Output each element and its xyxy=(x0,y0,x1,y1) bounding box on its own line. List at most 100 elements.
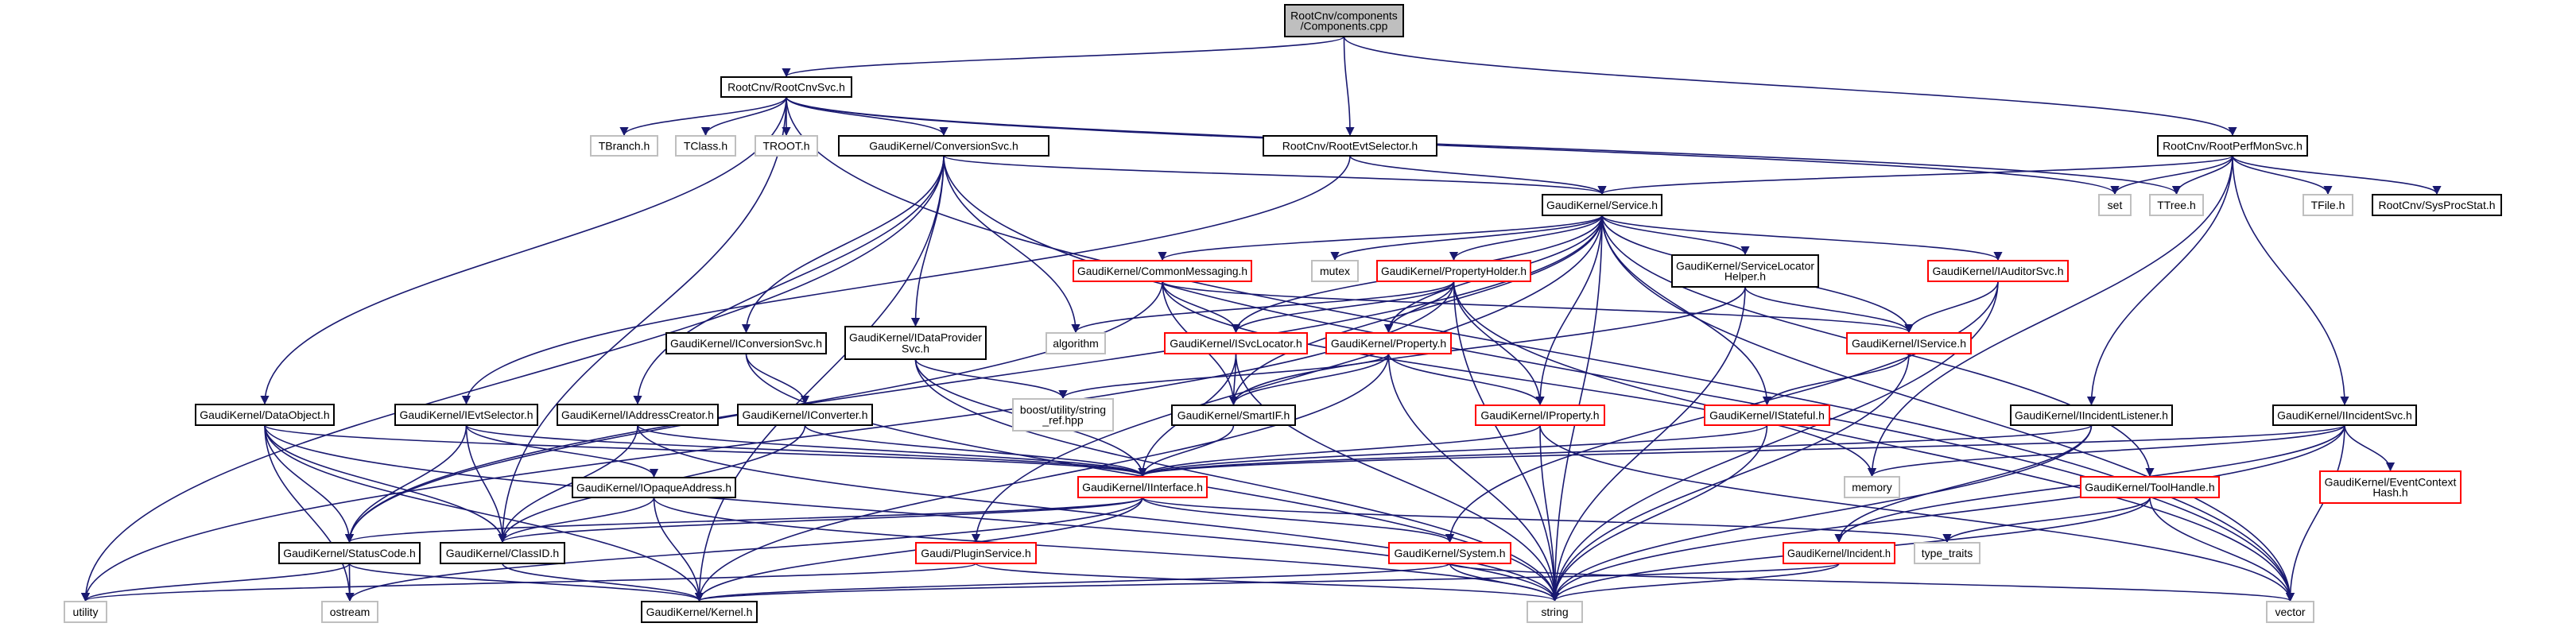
edge-iauditorsvc-to-iservice xyxy=(1904,281,1999,334)
node-algorithm[interactable]: algorithm xyxy=(1046,332,1106,354)
node-istateful[interactable]: GaudiKernel/IStateful.h xyxy=(1704,404,1830,426)
edge-iinterface-to-classid xyxy=(498,497,1143,544)
node-mutex[interactable]: mutex xyxy=(1311,260,1359,282)
node-ttree[interactable]: TTree.h xyxy=(2149,194,2204,216)
node-box xyxy=(572,477,736,498)
node-propholder[interactable]: GaudiKernel/PropertyHolder.h xyxy=(1376,260,1531,282)
node-plugin[interactable]: Gaudi/PluginService.h xyxy=(915,542,1037,564)
edge-rootcnvsvc-to-conversionsvc xyxy=(786,96,949,137)
node-ievtselector[interactable]: GaudiKernel/IEvtSelector.h xyxy=(394,404,538,426)
edge-iopaque-to-classid xyxy=(498,497,655,544)
node-iincidentsvc[interactable]: GaudiKernel/IIncidentSvc.h xyxy=(2272,404,2417,426)
edge-incident-to-kernel xyxy=(695,563,1840,602)
node-box xyxy=(2098,194,2132,216)
node-box xyxy=(641,601,758,623)
node-label: GaudiKernel/DataObject.h xyxy=(200,408,329,421)
node-label: Gaudi/PluginService.h xyxy=(921,547,1031,559)
node-string[interactable]: string xyxy=(1527,601,1583,623)
node-property[interactable]: GaudiKernel/Property.h xyxy=(1325,332,1452,354)
node-label: TBranch.h xyxy=(599,140,650,153)
node-box xyxy=(1671,254,1819,288)
node-tclass[interactable]: TClass.h xyxy=(675,135,736,157)
node-box xyxy=(665,332,827,354)
node-label: GaudiKernel/Incident.h xyxy=(1787,547,1891,559)
edge-dataobject-to-string xyxy=(264,424,1559,602)
node-set[interactable]: set xyxy=(2098,194,2132,216)
edge-iincidentlistener-to-string xyxy=(1550,424,2093,602)
node-vector[interactable]: vector xyxy=(2266,601,2314,623)
edge-iauditorsvc-to-string xyxy=(1550,281,1999,602)
node-memory[interactable]: memory xyxy=(1844,476,1900,498)
node-tfile[interactable]: TFile.h xyxy=(2302,194,2353,216)
node-tbranch[interactable]: TBranch.h xyxy=(590,135,658,157)
node-label: GaudiKernel/IOpaqueAddress.h xyxy=(576,482,731,494)
node-label: memory xyxy=(1852,481,1892,493)
edge-plugin-to-utility xyxy=(81,563,977,602)
edge-iincidentsvc-to-vector xyxy=(2285,424,2345,602)
node-iconverter[interactable]: GaudiKernel/IConverter.h xyxy=(737,404,873,426)
node-statuscode[interactable]: GaudiKernel/StatusCode.h xyxy=(278,542,421,564)
node-box xyxy=(844,326,987,360)
edge-propholder-to-property xyxy=(1383,281,1455,334)
node-rootcnvsvc[interactable]: RootCnv/RootCnvSvc.h xyxy=(720,76,852,98)
edge-rootperfmon-to-ttree xyxy=(2171,155,2233,195)
node-ostream[interactable]: ostream xyxy=(321,601,378,623)
nodes-layer: RootCnv/components/Components.cpp RootCnv… xyxy=(64,4,2502,623)
node-incident[interactable]: GaudiKernel/Incident.h xyxy=(1783,542,1895,564)
node-label: GaudiKernel/IProperty.h xyxy=(1480,409,1599,422)
edge-propholder-to-algorithm xyxy=(1071,281,1455,334)
node-utility[interactable]: utility xyxy=(64,601,107,623)
node-iincidentlistener[interactable]: GaudiKernel/IIncidentListener.h xyxy=(2010,404,2173,426)
node-box xyxy=(737,404,873,426)
node-rootevtsel[interactable]: RootCnv/RootEvtSelector.h xyxy=(1263,135,1437,157)
node-label: GaudiKernel/IEvtSelector.h xyxy=(399,408,533,421)
node-conversionsvc[interactable]: GaudiKernel/ConversionSvc.h xyxy=(838,135,1049,157)
node-label: algorithm xyxy=(1053,337,1099,350)
edge-iproperty-to-vector xyxy=(1539,424,2295,602)
node-label: RootCnv/SysProcStat.h xyxy=(2378,199,2495,211)
edge-ievtselector-to-statuscode xyxy=(344,424,467,544)
edge-iaddresscreator-to-iinterface xyxy=(637,424,1147,478)
node-system[interactable]: GaudiKernel/System.h xyxy=(1388,542,1511,564)
edge-system-to-string xyxy=(1449,563,1560,602)
node-box xyxy=(2080,476,2220,498)
edge-conversionsvc-to-iaddresscreator xyxy=(633,155,945,405)
edge-conversionsvc-to-service xyxy=(943,155,1607,195)
node-boost[interactable]: boost/utility/string_ref.hpp xyxy=(1012,398,1114,432)
node-root[interactable]: RootCnv/components/Components.cpp xyxy=(1284,4,1404,37)
edge-rootperfmon-to-tfile xyxy=(2232,155,2333,195)
node-box xyxy=(1073,260,1252,282)
edge-iincidentsvc-to-iinterface xyxy=(1138,424,2345,478)
node-commonmsg[interactable]: GaudiKernel/CommonMessaging.h xyxy=(1073,260,1252,282)
node-iaddresscreator[interactable]: GaudiKernel/IAddressCreator.h xyxy=(557,404,719,426)
node-smartif[interactable]: GaudiKernel/SmartIF.h xyxy=(1171,404,1296,426)
node-classid[interactable]: GaudiKernel/ClassID.h xyxy=(440,542,565,564)
node-troot[interactable]: TROOT.h xyxy=(755,135,818,157)
node-sysprocstat[interactable]: RootCnv/SysProcStat.h xyxy=(2372,194,2502,216)
edge-root-to-rootperfmon xyxy=(1343,36,2237,137)
edge-ievtselector-to-classid xyxy=(465,424,507,544)
edge-idataprovider-to-boost xyxy=(914,358,1068,400)
edge-property-to-smartif xyxy=(1228,353,1390,406)
node-iconversionsvc[interactable]: GaudiKernel/IConversionSvc.h xyxy=(665,332,827,354)
node-dataobject[interactable]: GaudiKernel/DataObject.h xyxy=(195,404,335,426)
edge-rootperfmon-to-memory xyxy=(1867,155,2233,478)
node-kernel[interactable]: GaudiKernel/Kernel.h xyxy=(641,601,758,623)
node-typetraits[interactable]: type_traits xyxy=(1914,542,1980,564)
edge-iinterface-to-ostream xyxy=(345,497,1143,602)
node-iservice[interactable]: GaudiKernel/IService.h xyxy=(1846,332,1972,354)
node-iinterface[interactable]: GaudiKernel/IInterface.h xyxy=(1077,476,1208,498)
node-service[interactable]: GaudiKernel/Service.h xyxy=(1542,194,1662,216)
node-iauditorsvc[interactable]: GaudiKernel/IAuditorSvc.h xyxy=(1927,260,2069,282)
node-label: /Components.cpp xyxy=(1301,20,1388,33)
node-iopaque[interactable]: GaudiKernel/IOpaqueAddress.h xyxy=(572,477,736,498)
node-isvclocator[interactable]: GaudiKernel/ISvcLocator.h xyxy=(1164,332,1308,354)
node-toolhandle[interactable]: GaudiKernel/ToolHandle.h xyxy=(2080,476,2220,498)
node-box xyxy=(1325,332,1452,354)
edge-toolhandle-to-vector xyxy=(2149,497,2295,602)
node-iproperty[interactable]: GaudiKernel/IProperty.h xyxy=(1475,404,1605,426)
node-rootperfmon[interactable]: RootCnv/RootPerfMonSvc.h xyxy=(2157,135,2308,157)
